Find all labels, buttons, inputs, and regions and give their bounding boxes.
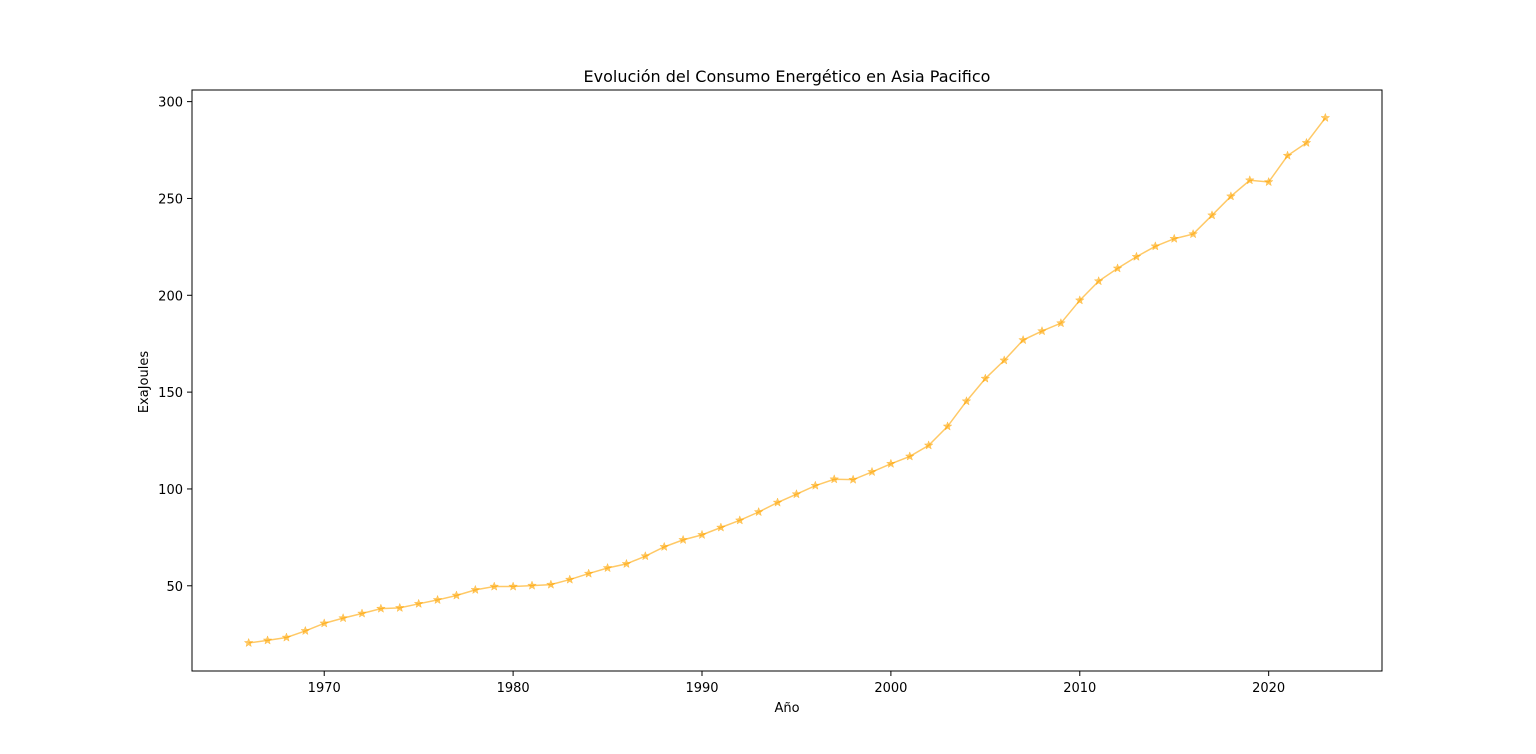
x-axis-title: Año: [774, 701, 799, 716]
data-point-star: [319, 618, 330, 628]
y-tick-label: 50: [166, 580, 183, 595]
data-point-star: [1018, 334, 1029, 345]
y-tick-label: 100: [158, 483, 183, 498]
y-tick-label: 250: [158, 192, 183, 207]
data-point-star: [262, 635, 273, 645]
y-axis-title: ExaJoules: [137, 351, 152, 414]
data-point-star: [848, 474, 859, 484]
data-point-star: [1112, 263, 1123, 273]
data-point-star: [772, 497, 783, 507]
data-point-star: [885, 458, 896, 468]
data-point-star: [1188, 228, 1199, 239]
data-point-star: [300, 625, 311, 636]
data-point-star: [734, 515, 745, 525]
data-point-star: [753, 506, 764, 517]
data-point-star: [697, 529, 707, 540]
data-point-star: [451, 590, 462, 600]
data-point-star: [640, 550, 651, 561]
data-point-star: [413, 598, 424, 609]
data-point-star: [1037, 325, 1047, 336]
data-point-star: [829, 474, 840, 484]
data-point-star: [357, 608, 367, 618]
data-point-star: [1150, 241, 1161, 251]
data-point-star: [602, 562, 613, 573]
data-point-star: [375, 603, 386, 613]
x-axis-ticks: 1970 1980 1990 2000 2010 2020: [308, 671, 1285, 696]
data-point-star: [1320, 112, 1331, 123]
data-point-star: [564, 574, 575, 584]
data-point-star: [678, 534, 689, 545]
data-point-star: [470, 584, 481, 595]
y-tick-label: 200: [158, 289, 183, 304]
data-point-star: [923, 440, 934, 450]
x-tick-label: 1970: [308, 681, 341, 696]
data-point-star: [659, 541, 670, 552]
plot-area-frame: [191, 89, 1383, 672]
data-point-star: [999, 355, 1010, 365]
data-point-star: [904, 451, 915, 461]
x-tick-label: 2020: [1252, 681, 1285, 696]
data-point-star: [545, 579, 556, 589]
data-point-star: [1131, 251, 1142, 261]
data-point-star: [980, 373, 991, 383]
data-point-star: [1093, 275, 1104, 286]
data-point-star: [1207, 210, 1217, 220]
series-layer: [243, 112, 1331, 648]
x-tick-label: 1990: [685, 681, 718, 696]
x-tick-label: 1980: [497, 681, 530, 696]
data-point-star: [942, 421, 953, 431]
data-point-star: [1169, 233, 1180, 243]
y-tick-label: 300: [158, 96, 183, 111]
data-point-star: [243, 637, 254, 648]
data-point-star: [508, 581, 519, 591]
data-point-star: [1244, 175, 1255, 185]
y-axis-ticks: 50 100 150 200 250 300: [158, 96, 192, 595]
data-point-star: [621, 558, 632, 569]
data-point-star: [810, 480, 821, 490]
x-tick-label: 2000: [874, 681, 907, 696]
data-point-star: [715, 522, 726, 532]
data-point-star: [1301, 137, 1312, 148]
data-point-star: [281, 632, 292, 642]
data-point-star: [1055, 317, 1066, 328]
x-tick-label: 2010: [1063, 681, 1096, 696]
data-point-star: [432, 594, 443, 605]
data-point-star: [583, 568, 594, 578]
data-point-star: [338, 612, 349, 623]
series-line: [248, 117, 1326, 644]
chart-title: Evolución del Consumo Energético en Asia…: [584, 67, 991, 86]
data-point-star: [1282, 150, 1293, 160]
data-point-star: [867, 466, 877, 477]
data-point-star: [527, 580, 537, 590]
data-point-star: [1074, 295, 1085, 305]
data-point-star: [791, 488, 802, 499]
data-point-star: [961, 396, 972, 406]
data-point-star: [1263, 176, 1274, 187]
y-tick-label: 150: [158, 386, 183, 401]
data-point-star: [1225, 191, 1236, 201]
data-point-star: [489, 581, 500, 591]
data-point-star: [394, 602, 405, 613]
